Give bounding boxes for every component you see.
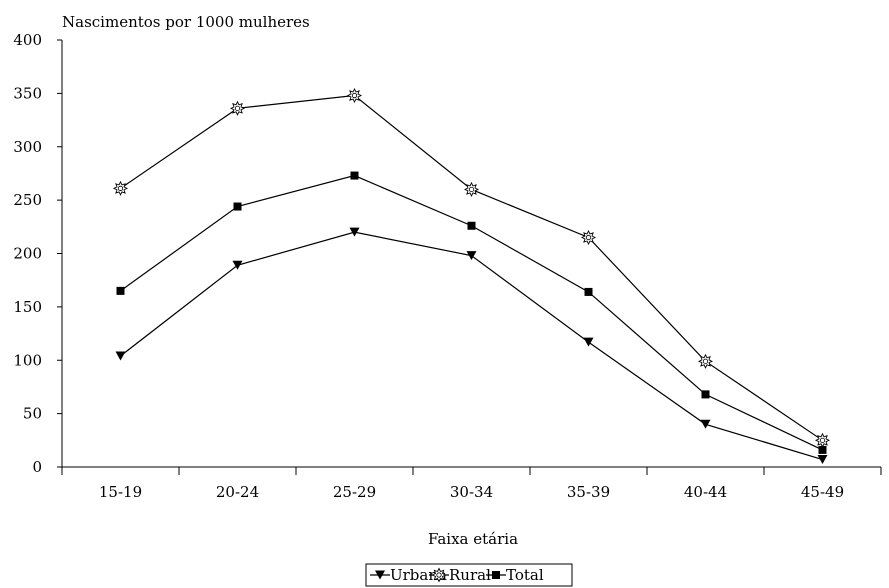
series-line-total (120, 174, 823, 451)
y-tick-label: 150 (13, 298, 42, 316)
point-rural (346, 87, 363, 104)
star-marker-center (117, 185, 124, 191)
star-marker-center (702, 358, 709, 364)
series-rural (112, 87, 831, 448)
point-urbana (466, 251, 477, 261)
y-axis-title: Nascimentos por 1000 mulheres (62, 13, 310, 31)
star-marker-center (468, 186, 475, 193)
x-tick-label: 20-24 (216, 483, 259, 501)
star-marker-center (234, 105, 241, 111)
point-total (350, 171, 359, 180)
point-total (701, 390, 710, 399)
series-line-rural (120, 94, 823, 441)
x-tick-label: 30-34 (450, 483, 493, 501)
legend-label-rural: Rural (449, 566, 491, 584)
x-tick-label: 15-19 (99, 483, 142, 501)
point-urbana (232, 260, 243, 270)
y-tick-label: 400 (13, 31, 42, 49)
point-total (584, 287, 593, 296)
point-total (467, 221, 476, 230)
x-tick-label: 45-49 (801, 483, 844, 501)
point-total (116, 286, 125, 295)
x-axis-title: Faixa etária (428, 530, 518, 548)
legend-marker-total (492, 571, 500, 579)
point-rural (112, 180, 129, 196)
point-rural (814, 432, 831, 448)
point-total (233, 202, 242, 211)
legend-item-rural: Rural (429, 566, 491, 584)
y-tick-label: 100 (13, 351, 42, 369)
point-urbana (817, 455, 828, 465)
star-marker-center (351, 92, 358, 99)
y-tick-label: 250 (13, 191, 42, 209)
point-urbana (700, 419, 711, 429)
star-marker-center (436, 572, 442, 578)
point-rural (229, 100, 246, 116)
legend-item-urbana: Urbana (370, 566, 447, 584)
series-line-urbana (120, 231, 823, 461)
axes: 0 50 100 150 200 250 300 350 400 15-19 20-24 25-29 3… (13, 31, 882, 501)
y-tick-label: 50 (23, 405, 42, 423)
star-marker-center (819, 437, 826, 443)
y-tick-label: 350 (13, 84, 42, 102)
legend-label-urbana: Urbana (390, 566, 447, 584)
legend: Urbana Rural Total (365, 563, 573, 587)
series-total (116, 171, 827, 454)
point-rural (463, 181, 480, 197)
x-tick-label: 35-39 (567, 483, 610, 501)
legend-marker-rural (431, 567, 447, 583)
x-tick-label: 40-44 (684, 483, 727, 501)
legend-box (365, 563, 573, 587)
point-urbana (583, 337, 594, 347)
point-rural (697, 353, 714, 369)
point-urbana (115, 351, 126, 361)
legend-label-total: Total (506, 566, 544, 584)
point-urbana (349, 227, 360, 237)
legend-item-total: Total (486, 566, 544, 584)
point-total (818, 445, 827, 454)
series-layer (112, 87, 831, 465)
point-rural (580, 229, 597, 246)
legend-marker-urbana (375, 570, 385, 580)
star-marker-center (585, 234, 592, 241)
y-tick-label: 0 (32, 458, 42, 476)
series-urbana (115, 227, 828, 465)
y-tick-label: 200 (13, 245, 42, 263)
x-tick-label: 25-29 (333, 483, 376, 501)
y-tick-label: 300 (13, 138, 42, 156)
